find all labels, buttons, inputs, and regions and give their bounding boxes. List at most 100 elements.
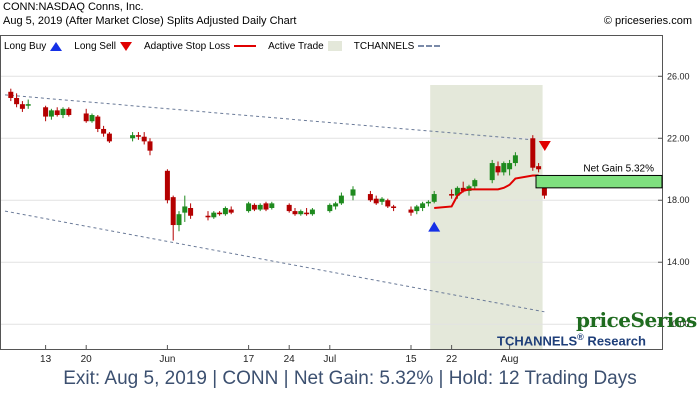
candle-body xyxy=(420,203,426,208)
candle-body xyxy=(83,113,89,122)
candle-body xyxy=(512,155,518,164)
candle-body xyxy=(135,135,141,137)
candle-body xyxy=(25,104,31,106)
net-gain-box xyxy=(535,174,663,189)
candle-body xyxy=(170,197,176,226)
research-text: Research xyxy=(583,333,646,349)
tchannel-lower-line xyxy=(4,210,545,313)
active-trade-zone xyxy=(430,85,543,349)
x-tick-label: 15 xyxy=(405,354,417,365)
candle-body xyxy=(222,207,228,215)
candle-body xyxy=(205,215,211,218)
y-tick-label: 10.00 xyxy=(667,319,690,329)
legend-label: TCHANNELS xyxy=(353,40,415,52)
candle-body xyxy=(292,211,298,215)
x-tick-label: Aug xyxy=(501,354,519,365)
candle-body xyxy=(338,195,344,204)
legend-item-long-buy: Long Buy xyxy=(4,40,63,52)
candle-body xyxy=(501,163,507,173)
candle-body xyxy=(309,209,315,215)
candle-body xyxy=(449,194,455,196)
candle-body xyxy=(367,194,373,201)
candle-body xyxy=(454,187,460,196)
candle-body xyxy=(164,170,170,201)
copyright-text: © priceseries.com xyxy=(603,15,692,27)
legend-label: Long Buy xyxy=(4,40,47,52)
candle-body xyxy=(530,138,536,168)
legend-item-tchannels: TCHANNELS xyxy=(354,41,441,52)
x-tick-label: 13 xyxy=(40,354,52,365)
candle-body xyxy=(141,136,147,142)
candle-body xyxy=(228,209,234,213)
candle-body xyxy=(19,104,25,109)
long-buy-marker xyxy=(428,221,441,232)
candle-body xyxy=(14,97,20,105)
candle-body xyxy=(327,204,333,212)
legend-label: Long Sell xyxy=(74,40,116,52)
y-tick-label: 18.00 xyxy=(667,195,690,205)
candle-body xyxy=(60,108,66,116)
candle-body xyxy=(101,128,107,134)
chart-title: CONN:NASDAQ Conns, Inc. xyxy=(3,1,144,13)
tchannel-upper-line xyxy=(4,94,533,141)
candle-body xyxy=(217,212,223,215)
candle-body xyxy=(269,203,275,208)
dashed-line-icon xyxy=(418,45,441,47)
blue-up-triangle-icon xyxy=(50,41,63,51)
legend-item-long-sell: Long Sell xyxy=(74,41,132,52)
candle-body xyxy=(66,108,72,116)
candle-body xyxy=(176,214,182,226)
x-tick-label: Jun xyxy=(159,354,175,365)
candle-body xyxy=(507,163,513,170)
x-tick-label: 17 xyxy=(243,354,255,365)
x-tick-label: 22 xyxy=(446,354,458,365)
green-box-icon xyxy=(327,41,342,51)
candle-body xyxy=(188,207,194,216)
candle-body xyxy=(333,203,339,207)
candle-body xyxy=(460,187,466,191)
candle-body xyxy=(257,204,263,210)
x-tick-label: 24 xyxy=(284,354,296,365)
candle-body xyxy=(385,200,391,207)
candle-body xyxy=(106,133,112,142)
candle-body xyxy=(286,204,292,212)
candle-body xyxy=(43,107,49,117)
candle-body xyxy=(489,163,495,181)
candle-body xyxy=(246,203,252,212)
candle-body xyxy=(182,206,188,213)
candle-body xyxy=(391,206,397,208)
plot-area xyxy=(0,35,663,350)
candle-body xyxy=(8,91,14,98)
candle-body xyxy=(304,212,310,215)
candle-body xyxy=(350,189,356,196)
y-tick-label: 26.00 xyxy=(667,71,690,81)
candle-body xyxy=(414,206,420,212)
tchannels-research-logo: TCHANNELS® Research xyxy=(497,332,646,348)
candle-body xyxy=(373,198,379,204)
legend: Long Buy Long Sell Adaptive Stop Loss Ac… xyxy=(4,37,453,55)
legend-item-adaptive-stop: Adaptive Stop Loss xyxy=(143,40,257,52)
candle-body xyxy=(495,166,501,173)
registered-mark: ® xyxy=(577,332,584,342)
candle-body xyxy=(263,203,269,210)
candle-body xyxy=(54,110,60,116)
candle-body xyxy=(536,166,542,170)
trade-summary-footer: Exit: Aug 5, 2019 | CONN | Net Gain: 5.3… xyxy=(63,368,637,389)
candle-body xyxy=(298,211,304,215)
candle-body xyxy=(408,209,414,213)
x-tick-label: Jul xyxy=(323,354,336,365)
candle-body xyxy=(89,115,95,122)
candle-body xyxy=(431,194,437,202)
candle-body xyxy=(147,141,153,151)
y-tick-label: 14.00 xyxy=(667,257,690,267)
red-line-icon xyxy=(234,45,257,47)
long-sell-marker xyxy=(538,141,551,152)
legend-label: Adaptive Stop Loss xyxy=(143,40,231,52)
adaptive-stop-line xyxy=(434,174,539,209)
priceseries-logo: priceSeries xyxy=(576,308,697,332)
net-gain-label: Net Gain 5.32% xyxy=(583,163,654,174)
tchannels-text: TCHANNELS xyxy=(497,333,578,349)
chart-subtitle: Aug 5, 2019 (After Market Close) Splits … xyxy=(3,15,297,27)
candle-body xyxy=(425,201,431,204)
